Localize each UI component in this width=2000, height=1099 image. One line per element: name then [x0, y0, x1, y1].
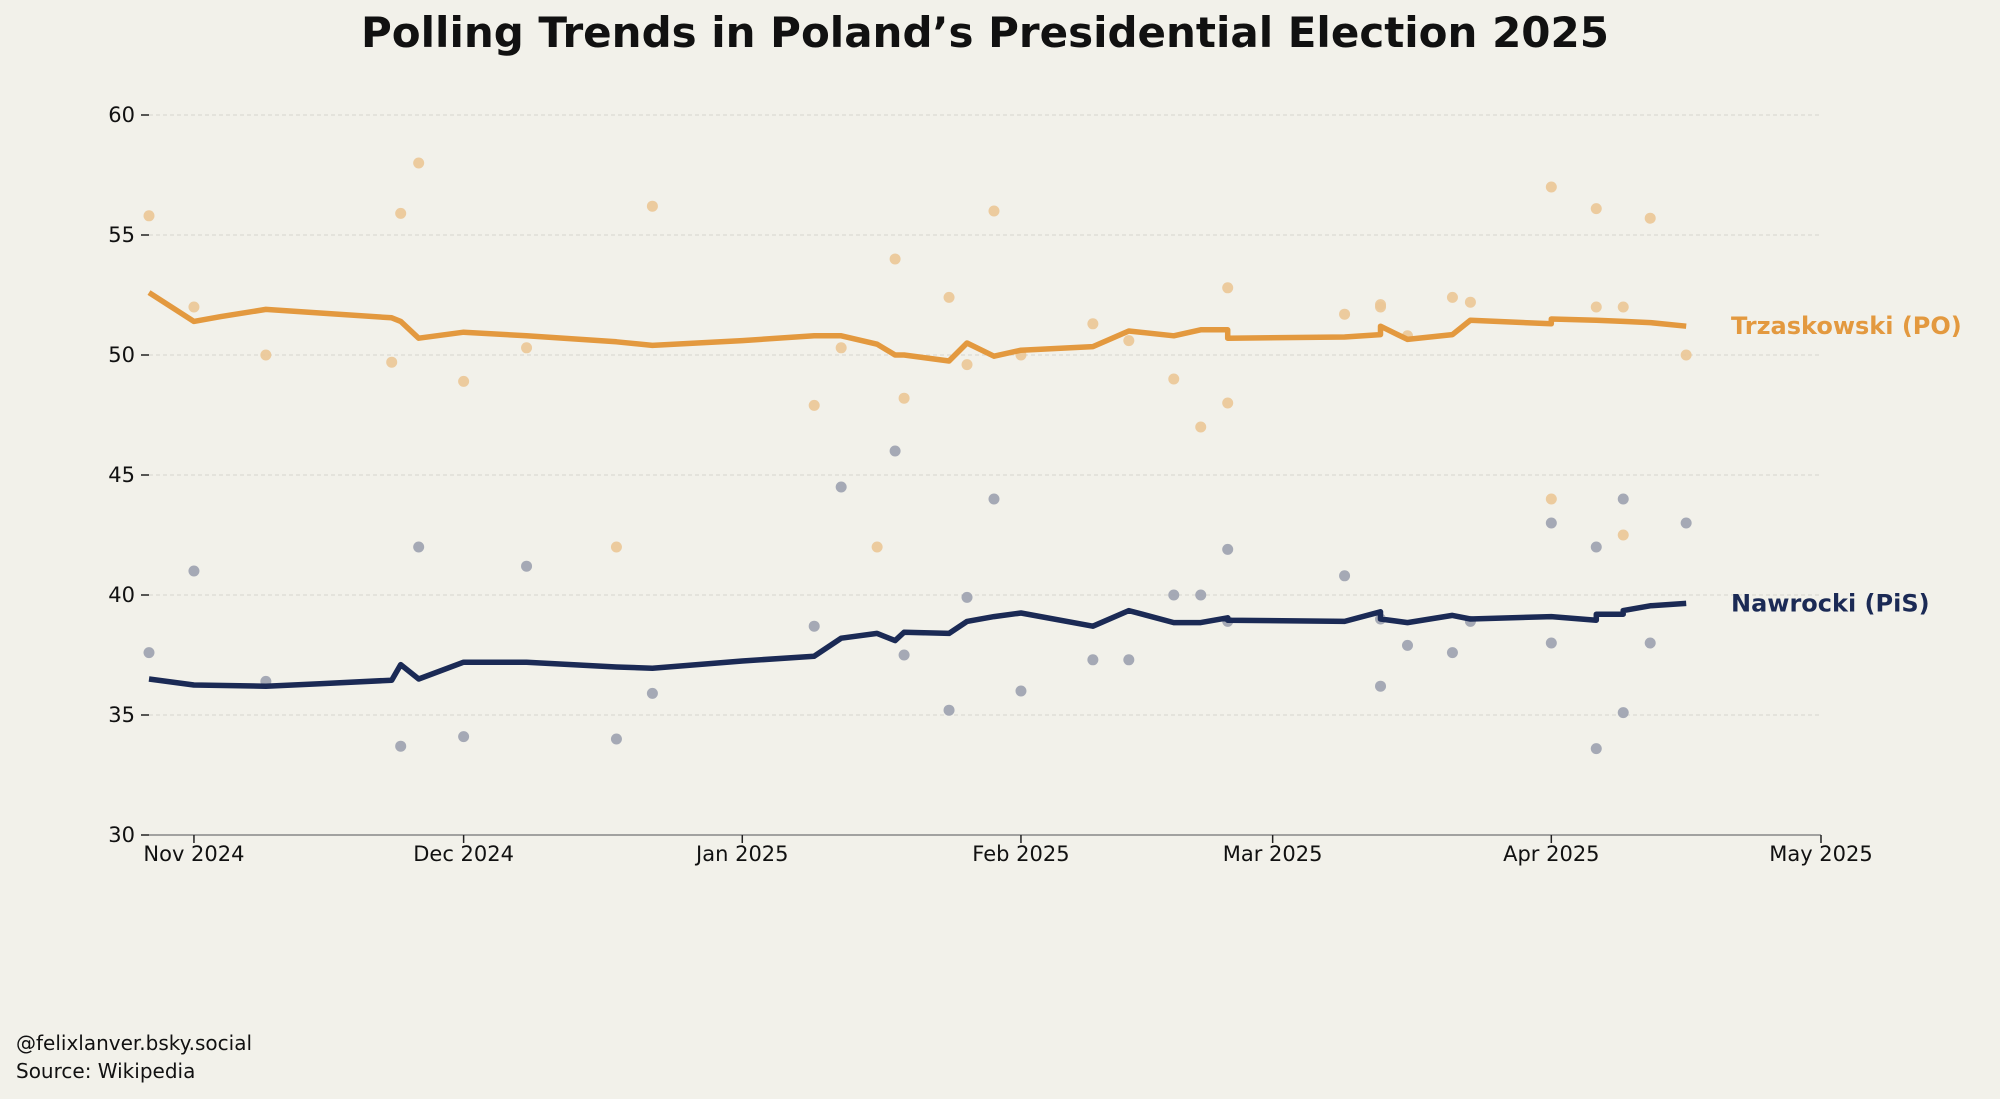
poll-point — [1644, 637, 1656, 649]
poll-point — [1464, 296, 1476, 308]
poll-point — [260, 349, 272, 361]
poll-point — [1222, 282, 1234, 294]
poll-point — [1545, 181, 1557, 193]
x-tick-label: May 2025 — [1769, 842, 1873, 866]
y-tick-label: 40 — [108, 583, 135, 607]
series-label: Trzaskowski (PO) — [1731, 312, 1962, 340]
poll-point — [395, 740, 407, 752]
poll-point — [1375, 680, 1387, 692]
poll-point — [458, 375, 470, 387]
poll-point — [1590, 301, 1602, 313]
poll-point — [610, 541, 622, 553]
poll-point — [521, 342, 533, 354]
poll-point — [1339, 570, 1351, 582]
poll-point — [143, 210, 155, 222]
poll-point — [898, 392, 910, 404]
y-tick-label: 60 — [108, 103, 135, 127]
poll-point — [1195, 589, 1207, 601]
poll-point — [1644, 212, 1656, 224]
poll-point — [1087, 318, 1099, 330]
poll-point — [1617, 707, 1629, 719]
poll-point — [988, 205, 1000, 217]
y-tick-label: 30 — [108, 823, 135, 847]
poll-point — [143, 647, 155, 659]
trend-line — [147, 290, 1687, 364]
poll-point — [1339, 308, 1351, 320]
poll-point — [1590, 203, 1602, 215]
poll-point — [646, 687, 658, 699]
poll-point — [1195, 421, 1207, 433]
poll-point — [1545, 637, 1557, 649]
poll-point — [610, 733, 622, 745]
poll-point — [1617, 529, 1629, 541]
poll-point — [1617, 301, 1629, 313]
poll-point — [1545, 493, 1557, 505]
poll-point — [1087, 654, 1099, 666]
y-tick-label: 45 — [108, 463, 135, 487]
source-text: Source: Wikipedia — [16, 1059, 196, 1083]
poll-point — [1168, 373, 1180, 385]
poll-point — [1168, 589, 1180, 601]
poll-point — [413, 541, 425, 553]
poll-point — [961, 591, 973, 603]
poll-point — [1446, 647, 1458, 659]
poll-point — [889, 253, 901, 265]
poll-point — [1222, 543, 1234, 555]
poll-point — [1590, 743, 1602, 755]
poll-point — [898, 649, 910, 661]
poll-point — [835, 342, 847, 354]
x-tick-label: Nov 2024 — [143, 842, 244, 866]
x-tick-label: Feb 2025 — [972, 842, 1069, 866]
poll-point — [521, 560, 533, 572]
poll-point — [458, 731, 470, 743]
poll-point — [808, 620, 820, 632]
poll-point — [188, 565, 200, 577]
x-tick-label: Dec 2024 — [413, 842, 514, 866]
poll-point — [961, 359, 973, 371]
trend-line — [148, 600, 1687, 689]
x-tick-label: Apr 2025 — [1503, 842, 1599, 866]
credit-text: @felixlanver.bsky.social — [16, 1031, 253, 1055]
series-label: Nawrocki (PiS) — [1731, 589, 1930, 617]
poll-point — [871, 541, 883, 553]
poll-point — [1222, 397, 1234, 409]
y-tick-label: 50 — [108, 343, 135, 367]
poll-point — [943, 291, 955, 303]
x-tick-label: Jan 2025 — [694, 842, 789, 866]
poll-point — [188, 301, 200, 313]
y-tick-label: 35 — [108, 703, 135, 727]
poll-point — [646, 200, 658, 212]
poll-point — [386, 356, 398, 368]
poll-point — [1617, 493, 1629, 505]
poll-point — [988, 493, 1000, 505]
poll-point — [943, 704, 955, 716]
poll-point — [1015, 685, 1027, 697]
poll-point — [1680, 517, 1692, 529]
poll-point — [1401, 639, 1413, 651]
poll-point — [1123, 654, 1135, 666]
poll-point — [1375, 299, 1387, 311]
poll-point — [1590, 541, 1602, 553]
x-tick-label: Mar 2025 — [1223, 842, 1323, 866]
poll-point — [1123, 335, 1135, 347]
poll-point — [1545, 517, 1557, 529]
poll-point — [835, 481, 847, 493]
poll-point — [1680, 349, 1692, 361]
poll-point — [1446, 291, 1458, 303]
poll-point — [395, 207, 407, 219]
poll-point — [808, 399, 820, 411]
poll-point — [413, 157, 425, 169]
chart-title: Polling Trends in Poland’s Presidential … — [361, 8, 1609, 57]
poll-point — [889, 445, 901, 457]
y-tick-label: 55 — [108, 223, 135, 247]
